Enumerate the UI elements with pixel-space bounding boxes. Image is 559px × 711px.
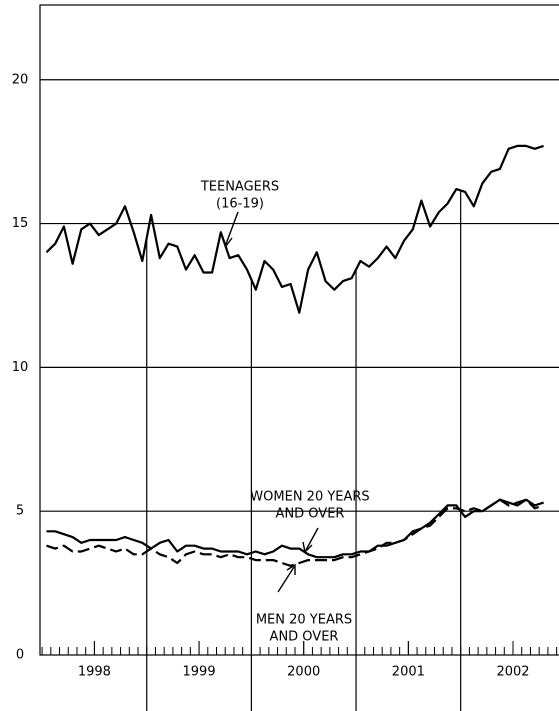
arrow bbox=[305, 527, 319, 551]
series-annotation: AND OVER bbox=[270, 630, 339, 645]
series-annotation: (16-19) bbox=[216, 197, 264, 212]
y-tick-label: 5 bbox=[16, 504, 24, 519]
series-annotation: TEENAGERS bbox=[200, 180, 279, 195]
y-tick-label: 20 bbox=[12, 72, 29, 87]
arrow bbox=[225, 211, 239, 245]
y-tick-label: 0 bbox=[16, 648, 24, 663]
x-tick-label: 1999 bbox=[183, 665, 216, 680]
y-tick-label: 15 bbox=[12, 216, 29, 231]
series-line bbox=[46, 498, 544, 559]
x-tick-label: 2000 bbox=[287, 665, 320, 680]
series-annotation: MEN 20 YEARS bbox=[256, 613, 352, 628]
annotation-arrows bbox=[221, 211, 319, 593]
arrow bbox=[277, 566, 295, 593]
series-line bbox=[46, 498, 544, 567]
series-annotation: AND OVER bbox=[276, 507, 345, 522]
plot-frame bbox=[39, 4, 559, 656]
series-line bbox=[45, 144, 544, 314]
y-tick-label: 10 bbox=[12, 360, 29, 375]
series-annotation: WOMEN 20 YEARS bbox=[250, 490, 369, 505]
arrowhead bbox=[286, 563, 296, 575]
x-tick-label: 2002 bbox=[496, 665, 529, 680]
x-tick-label: 2001 bbox=[392, 665, 425, 680]
x-tick-label: 1998 bbox=[78, 665, 111, 680]
